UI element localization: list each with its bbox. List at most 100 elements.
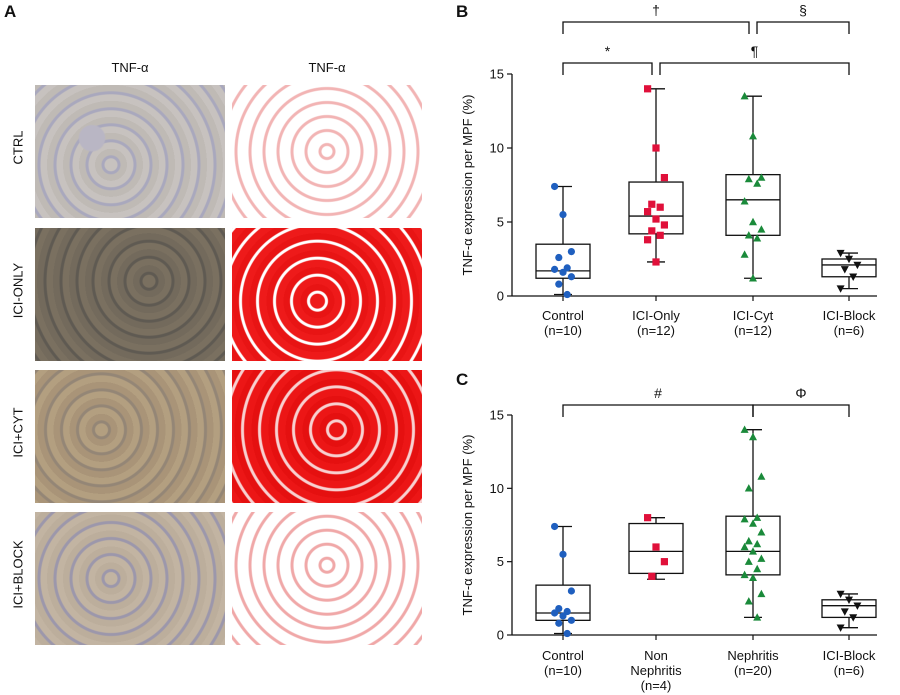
box <box>725 173 781 236</box>
significance-bracket <box>659 62 850 75</box>
data-point <box>656 203 664 211</box>
y-tick-label: 5 <box>497 215 504 230</box>
y-tick-label: 0 <box>497 289 504 304</box>
data-point <box>849 273 858 281</box>
y-tick-label: 5 <box>497 554 504 569</box>
x-category-label: Nephritis <box>630 663 682 678</box>
data-point <box>744 597 753 605</box>
data-point <box>567 273 575 281</box>
x-category-n: (n=6) <box>834 323 865 338</box>
data-point <box>836 590 845 599</box>
significance-label: † <box>652 2 660 18</box>
data-point <box>551 182 559 191</box>
data-point <box>555 253 563 262</box>
y-tick-label: 10 <box>490 481 504 496</box>
y-tick-label: 0 <box>497 628 504 643</box>
row-label-ctrl: CTRL <box>10 130 26 165</box>
data-point <box>652 543 660 551</box>
data-point <box>757 554 766 562</box>
data-point <box>753 179 762 187</box>
data-point <box>644 514 652 522</box>
data-point <box>555 280 563 288</box>
x-category-n: (n=20) <box>734 663 772 678</box>
panel-c-letter: C <box>456 370 469 389</box>
data-point <box>836 249 845 258</box>
y-tick-label: 15 <box>490 408 504 423</box>
data-point <box>559 612 567 620</box>
box <box>628 522 684 575</box>
significance-bracket <box>562 404 754 417</box>
x-category-label: Non <box>644 648 668 663</box>
micrograph-ici-cyt-threshold <box>232 370 422 503</box>
data-point <box>840 608 849 616</box>
data-point <box>840 266 849 274</box>
significance-bracket <box>562 62 653 75</box>
data-point <box>563 290 571 299</box>
data-point <box>567 616 575 624</box>
data-point <box>740 197 749 205</box>
x-category-n: (n=6) <box>834 663 865 678</box>
row-label-ici-cyt: ICI+CYT <box>10 407 26 458</box>
chart-c: 0 5 10 15 TNF-α expression per MPF (%) Contro… <box>460 385 877 693</box>
data-point <box>652 258 660 266</box>
y-axis-label: TNF-α expression per MPF (%) <box>460 435 475 616</box>
data-point <box>836 624 845 632</box>
x-category-n: (n=10) <box>544 663 582 678</box>
data-point <box>744 484 753 492</box>
data-point <box>648 227 656 235</box>
x-category-label: ICI-Only <box>632 308 680 323</box>
y-tick-label: 10 <box>490 141 504 156</box>
data-point <box>551 609 559 617</box>
x-category-label: Nephritis <box>727 648 779 663</box>
panel-b-letter: B <box>456 2 469 21</box>
data-point <box>660 221 668 229</box>
panel-a-column-header-1: TNF-α <box>111 60 149 75</box>
data-point <box>555 619 563 627</box>
data-point <box>753 234 762 242</box>
data-point <box>656 231 664 239</box>
data-point <box>660 174 668 182</box>
box <box>535 584 591 621</box>
micrograph-ici-block-threshold <box>232 512 422 645</box>
data-point <box>740 92 749 100</box>
panel-a-column-header-2: TNF-α <box>308 60 346 75</box>
data-point <box>757 472 766 480</box>
data-point <box>757 589 766 598</box>
data-point <box>567 248 575 256</box>
data-point <box>849 614 858 622</box>
data-point <box>853 261 862 270</box>
data-point <box>757 528 766 536</box>
data-point <box>551 265 559 273</box>
data-point <box>567 587 575 595</box>
data-point <box>660 558 668 566</box>
data-point <box>559 268 567 276</box>
data-point <box>740 425 749 433</box>
data-point <box>744 174 753 183</box>
row-label-ici-only: ICI-ONLY <box>10 262 26 319</box>
data-point <box>740 514 749 523</box>
panel-a-letter: A <box>4 2 17 21</box>
data-point <box>740 542 749 551</box>
data-point <box>749 217 757 226</box>
significance-label: * <box>605 43 611 59</box>
data-point <box>644 236 652 244</box>
data-point <box>644 208 652 216</box>
data-point <box>744 557 753 565</box>
data-point <box>648 572 656 580</box>
significance-bracket <box>562 21 750 34</box>
data-point <box>753 564 762 573</box>
data-point <box>551 522 559 531</box>
data-point <box>757 173 766 181</box>
micrograph-ici-cyt-brightfield <box>35 370 225 503</box>
data-point <box>652 144 660 152</box>
data-point <box>749 131 757 140</box>
significance-label: § <box>799 2 807 18</box>
x-category-n: (n=12) <box>637 323 675 338</box>
micrograph-ici-only-brightfield <box>35 228 225 361</box>
data-point <box>845 255 853 264</box>
data-point <box>744 536 753 545</box>
data-point <box>749 547 757 555</box>
data-point <box>749 573 757 581</box>
x-category-n: (n=12) <box>734 323 772 338</box>
row-label-ici-block: ICI+BLOCK <box>10 540 26 609</box>
